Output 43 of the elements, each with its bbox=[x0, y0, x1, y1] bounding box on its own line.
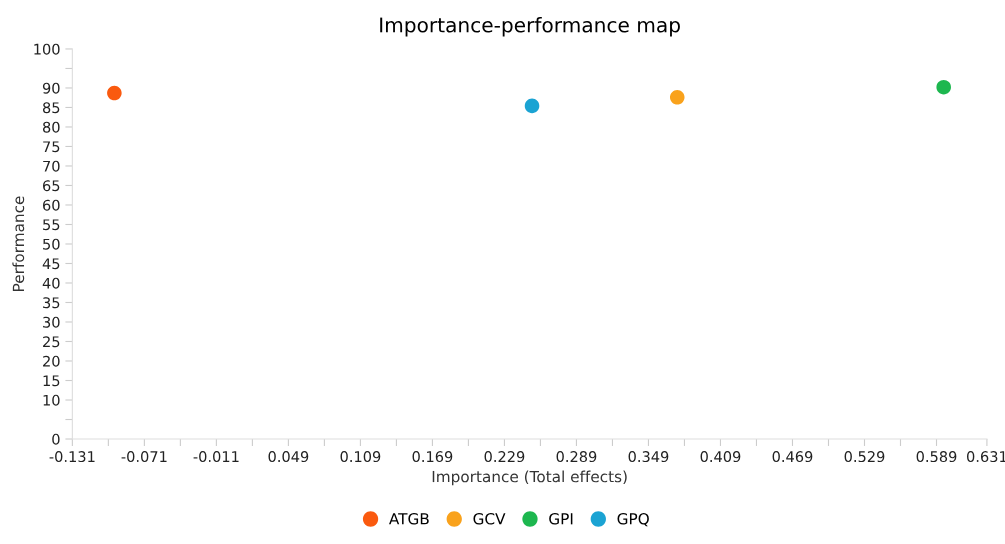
y-tick-label: 0 bbox=[52, 433, 60, 445]
y-tick-label: 35 bbox=[43, 297, 60, 309]
x-axis-title: Importance (Total effects) bbox=[432, 470, 627, 486]
x-tick-label: -0.131 bbox=[49, 451, 95, 463]
y-tick-label: 75 bbox=[43, 141, 60, 153]
x-tick-label: 0.289 bbox=[556, 451, 597, 463]
y-tick-label: 45 bbox=[42, 258, 60, 270]
x-tick-label: -0.011 bbox=[193, 451, 239, 463]
y-tick-label: 65 bbox=[43, 180, 60, 192]
y-tick-label: 40 bbox=[42, 277, 60, 289]
point bbox=[669, 90, 685, 105]
x-tick-label: 0.349 bbox=[628, 451, 669, 463]
y-tick-label: 10 bbox=[43, 394, 60, 406]
legend-label: ATGB bbox=[389, 513, 429, 525]
x-tick-label: 0.469 bbox=[772, 451, 813, 463]
x-tick-label: 0.109 bbox=[340, 451, 381, 463]
chart-title: Importance-performance map bbox=[380, 16, 680, 37]
x-tick-label: 0.529 bbox=[844, 451, 885, 463]
y-axis-title: Performance bbox=[12, 196, 25, 291]
y-tick-label: 85 bbox=[42, 102, 60, 114]
y-tick-label: 80 bbox=[42, 121, 60, 133]
x-tick-label: -0.071 bbox=[121, 451, 167, 463]
x-tick-label: 0.049 bbox=[268, 451, 309, 463]
x-tick-label: 0.229 bbox=[484, 451, 525, 463]
legend-label: GPI bbox=[549, 513, 573, 525]
point bbox=[936, 79, 951, 95]
legend-label: GPQ bbox=[617, 513, 649, 527]
y-tick-label: 100 bbox=[34, 43, 60, 55]
y-tick-label: 30 bbox=[43, 316, 60, 328]
y-tick-label: 15 bbox=[43, 375, 60, 387]
legend-label: GCV bbox=[473, 513, 506, 525]
y-tick-label: 70 bbox=[43, 160, 60, 172]
y-tick-label: 25 bbox=[43, 336, 60, 348]
x-tick-label: 0.589 bbox=[916, 451, 957, 463]
point bbox=[524, 98, 540, 114]
y-tick-label: 60 bbox=[43, 199, 60, 211]
y-tick-label: 90 bbox=[42, 82, 60, 94]
y-tick-label: 55 bbox=[43, 219, 60, 231]
point bbox=[107, 85, 122, 101]
x-tick-label: 0.169 bbox=[412, 451, 453, 463]
y-tick-label: 50 bbox=[43, 238, 60, 250]
x-tick-label: 0.409 bbox=[700, 451, 741, 463]
y-tick-label: 20 bbox=[43, 355, 60, 367]
